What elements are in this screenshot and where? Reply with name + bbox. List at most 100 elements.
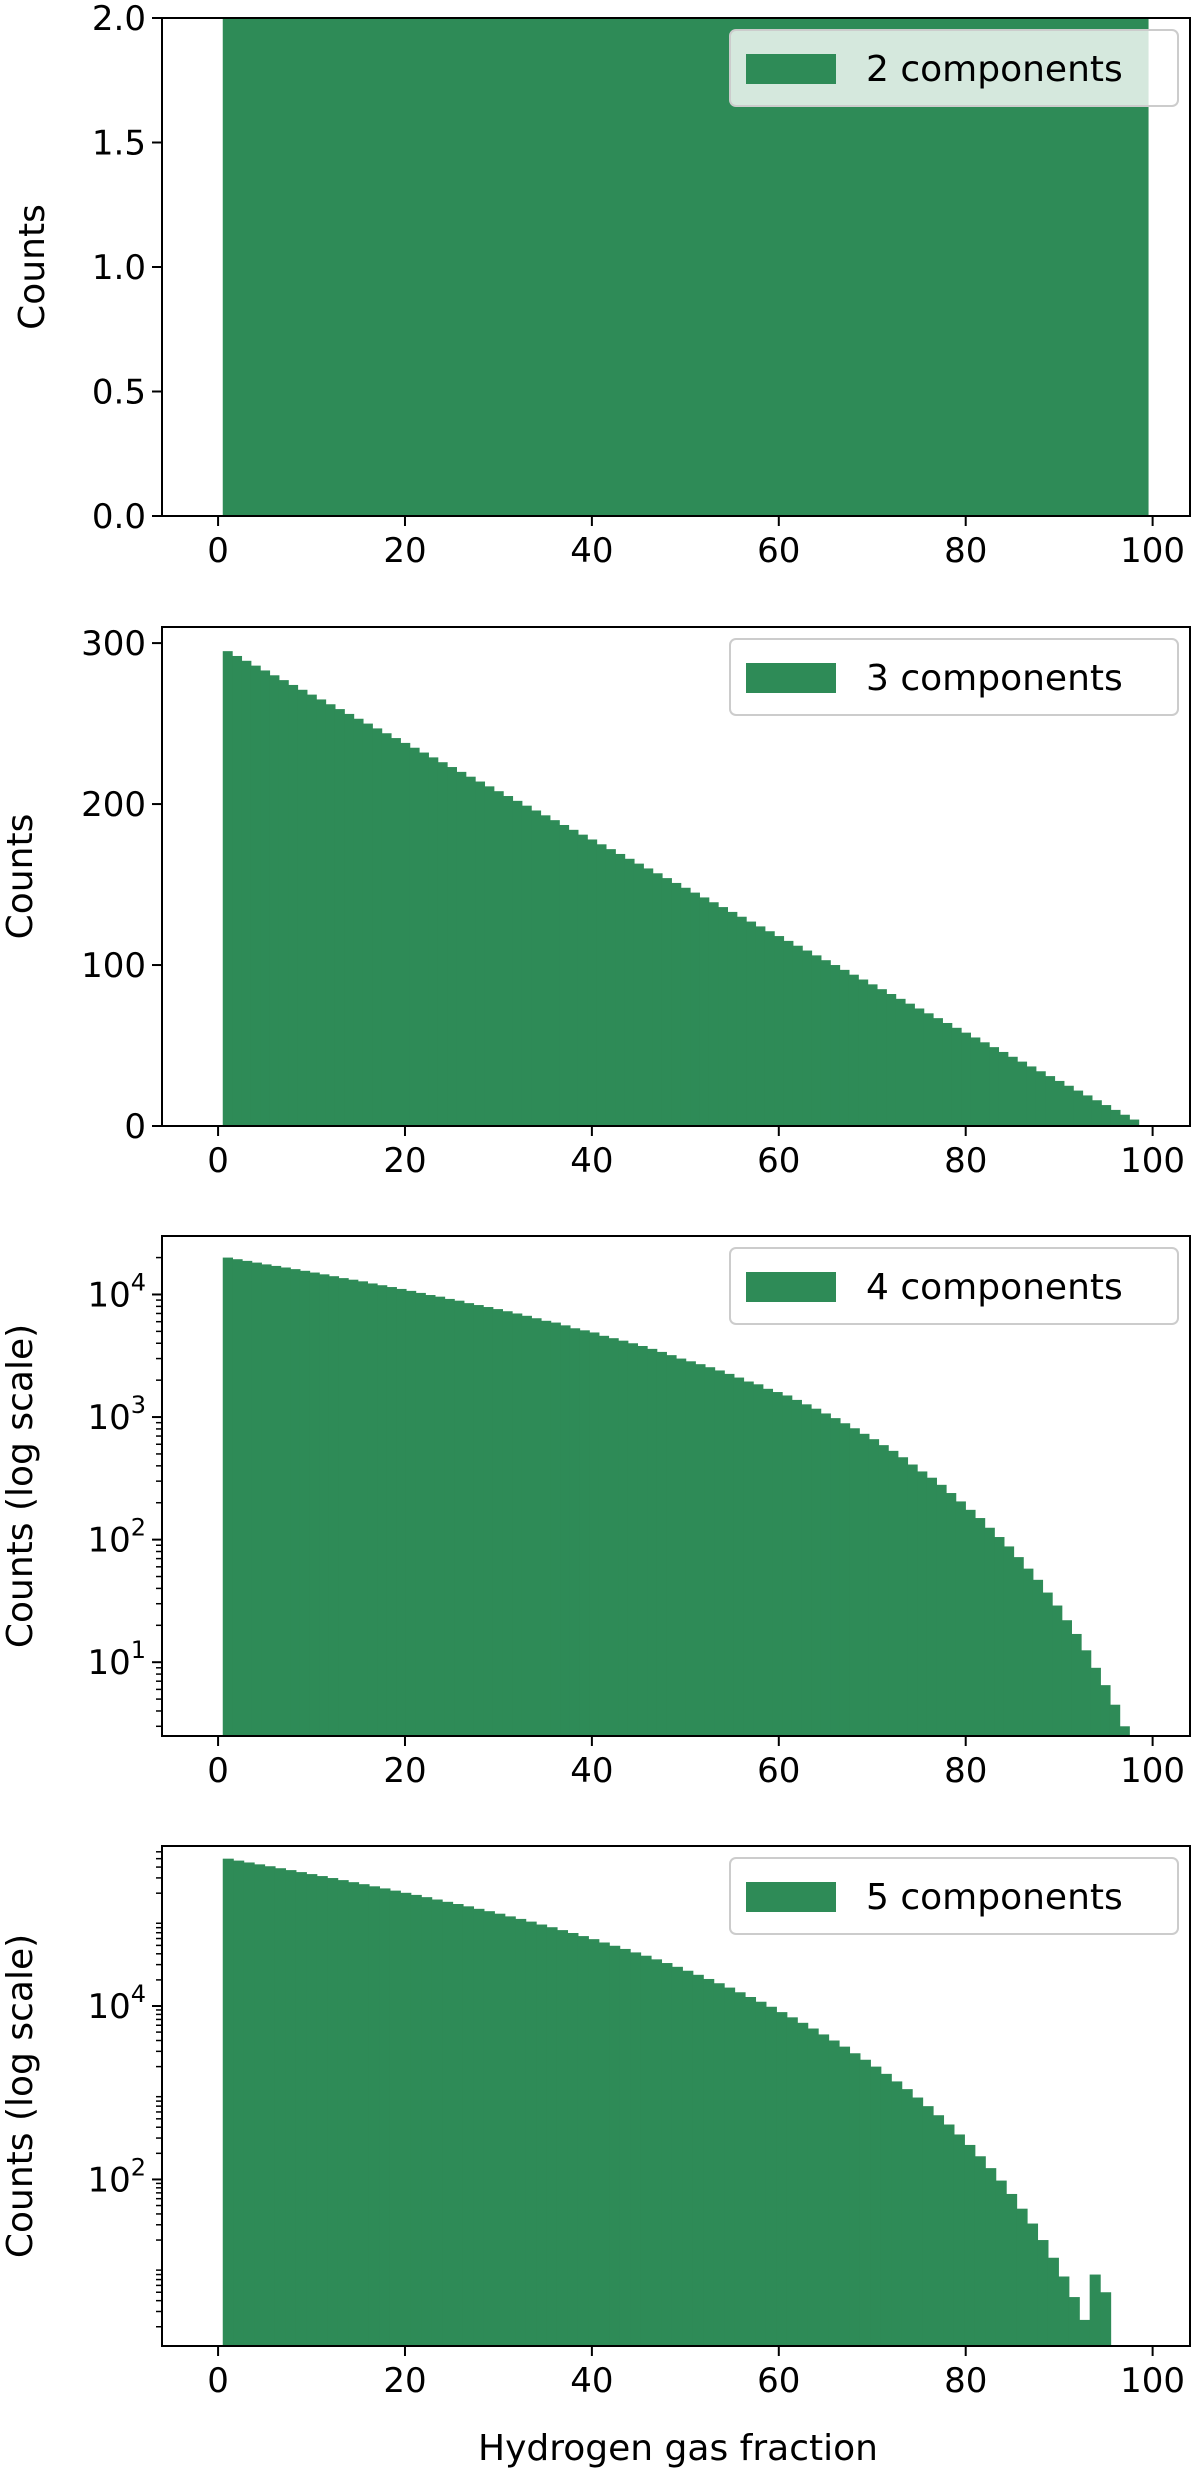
histogram-bar bbox=[344, 713, 355, 1126]
x-tick-label: 80 bbox=[944, 1141, 987, 1181]
histogram-bar bbox=[521, 1315, 532, 1736]
histogram-bar bbox=[901, 2089, 913, 2346]
histogram-bar bbox=[713, 1983, 725, 2346]
histogram-bar bbox=[695, 1364, 706, 1736]
y-tick-label: 101 bbox=[87, 1636, 146, 1683]
histogram-bar bbox=[327, 1878, 339, 2346]
y-tick-label: 104 bbox=[87, 1980, 146, 2027]
histogram-bar bbox=[243, 1862, 255, 2346]
histogram-bar bbox=[473, 1908, 485, 2346]
histogram-bar bbox=[521, 805, 532, 1126]
histogram-bar bbox=[743, 1381, 754, 1736]
x-tick-label: 20 bbox=[383, 2361, 426, 2401]
histogram-bar bbox=[337, 1880, 349, 2346]
histogram-bar bbox=[666, 1355, 677, 1736]
histogram-bar bbox=[974, 1518, 986, 1736]
legend-box bbox=[729, 29, 1179, 107]
histogram-bar bbox=[685, 1361, 696, 1736]
histogram-bar bbox=[985, 2168, 997, 2346]
histogram-bar bbox=[1032, 1579, 1044, 1736]
histogram-bar bbox=[755, 2001, 767, 2346]
histogram-bar bbox=[891, 2081, 903, 2346]
histogram-bar bbox=[295, 1872, 307, 2346]
histogram-bar bbox=[765, 2006, 777, 2346]
histogram-bar bbox=[1047, 2257, 1059, 2346]
histogram-bar bbox=[442, 1901, 454, 2346]
legend: 4 components bbox=[729, 1247, 1179, 1325]
legend-label: 4 components bbox=[866, 1267, 1123, 1308]
histogram-bar bbox=[334, 709, 345, 1126]
histogram-bar bbox=[241, 660, 252, 1126]
legend-swatch bbox=[746, 1882, 836, 1912]
legend-label: 2 components bbox=[866, 49, 1123, 90]
legend-label: 5 components bbox=[866, 1877, 1123, 1918]
histogram-bar bbox=[550, 1322, 561, 1736]
histogram-bar bbox=[1119, 1726, 1130, 1736]
histogram-bar bbox=[974, 2156, 986, 2346]
histogram-bar bbox=[232, 1259, 243, 1736]
histogram-bar bbox=[493, 791, 504, 1126]
histogram-bar bbox=[637, 1345, 648, 1736]
histogram-bar bbox=[714, 1370, 725, 1736]
histogram-bar bbox=[671, 882, 682, 1126]
histogram-bar bbox=[791, 1399, 802, 1736]
histogram-bar bbox=[1110, 1109, 1121, 1126]
histogram-bar bbox=[1082, 1095, 1093, 1126]
histogram-bar bbox=[556, 1930, 569, 2346]
histogram-bar bbox=[878, 1445, 889, 1736]
histogram-bar bbox=[494, 1913, 506, 2346]
histogram-bar bbox=[379, 1888, 391, 2346]
histogram-bar bbox=[886, 994, 897, 1126]
histogram-bar bbox=[839, 969, 850, 1126]
y-tick-label: 103 bbox=[87, 1391, 146, 1438]
histogram-bar bbox=[859, 1433, 870, 1736]
histogram-bar bbox=[811, 1408, 822, 1736]
histogram-bar bbox=[389, 1890, 401, 2346]
histogram-bar bbox=[724, 1987, 736, 2346]
histogram-bar bbox=[830, 965, 841, 1126]
histogram-bar bbox=[970, 1037, 981, 1126]
histogram-bar bbox=[820, 1413, 831, 1736]
histogram-bar bbox=[783, 940, 794, 1126]
legend: 5 components bbox=[729, 1857, 1179, 1935]
histogram-bar bbox=[643, 868, 654, 1126]
histogram-bar bbox=[943, 2124, 955, 2346]
histogram-bar bbox=[415, 1292, 426, 1736]
histogram-bar bbox=[316, 699, 327, 1126]
axes-frame bbox=[161, 626, 1191, 1127]
histogram-bar bbox=[400, 1892, 412, 2346]
histogram-bar bbox=[786, 2017, 798, 2346]
x-tick-label: 80 bbox=[944, 531, 987, 571]
histogram-bar bbox=[242, 1260, 253, 1736]
histogram-bar bbox=[377, 1285, 388, 1736]
axes-frame bbox=[161, 1235, 1191, 1737]
legend: 3 components bbox=[729, 638, 1179, 716]
histogram-bar bbox=[776, 2012, 788, 2346]
x-tick-label: 100 bbox=[1120, 531, 1185, 571]
histogram-bar bbox=[818, 2034, 830, 2346]
histogram-bar bbox=[1089, 2274, 1101, 2346]
histogram-bar bbox=[569, 1328, 581, 1736]
histogram-bar bbox=[233, 1860, 245, 2346]
histogram-bar bbox=[640, 1955, 652, 2346]
histogram-bar bbox=[942, 1022, 953, 1126]
histogram-bar bbox=[531, 810, 542, 1126]
histogram-bar bbox=[965, 1509, 976, 1736]
histogram-bar bbox=[811, 955, 822, 1126]
histogram-bar bbox=[1037, 2240, 1049, 2346]
x-tick-label: 0 bbox=[207, 1141, 229, 1181]
histogram-bar bbox=[269, 675, 280, 1126]
y-tick-label: 102 bbox=[87, 1514, 146, 1561]
histogram-bar bbox=[396, 1288, 407, 1736]
histogram-bar bbox=[914, 1008, 925, 1126]
histogram-bar bbox=[618, 1340, 629, 1736]
x-tick-label: 100 bbox=[1120, 1751, 1185, 1791]
x-tick-label: 40 bbox=[570, 2361, 613, 2401]
histogram-bar bbox=[463, 1303, 475, 1736]
histogram-bar bbox=[1016, 2208, 1028, 2346]
histogram-bar bbox=[917, 1471, 928, 1736]
histogram-bar bbox=[285, 1870, 297, 2346]
histogram-bar bbox=[802, 950, 813, 1126]
histogram-bar bbox=[260, 670, 271, 1126]
legend-label: 3 components bbox=[866, 658, 1123, 699]
